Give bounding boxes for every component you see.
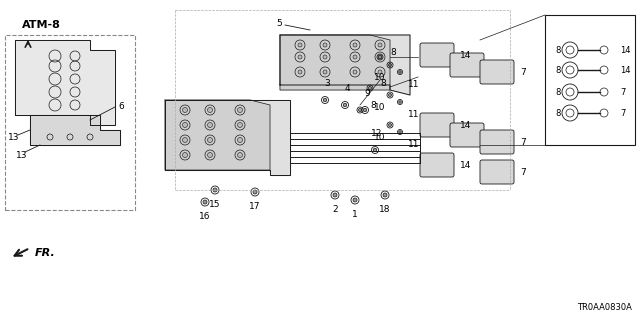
Circle shape bbox=[378, 55, 382, 59]
Text: 8: 8 bbox=[380, 78, 386, 87]
FancyBboxPatch shape bbox=[420, 153, 454, 177]
Circle shape bbox=[353, 43, 357, 47]
Text: 14: 14 bbox=[460, 121, 472, 130]
Text: 10: 10 bbox=[374, 103, 386, 112]
Text: 15: 15 bbox=[209, 200, 221, 209]
Circle shape bbox=[298, 70, 302, 74]
Circle shape bbox=[353, 55, 357, 59]
Circle shape bbox=[399, 131, 401, 133]
Polygon shape bbox=[15, 40, 115, 125]
Text: 7: 7 bbox=[520, 167, 525, 177]
Text: 8: 8 bbox=[370, 100, 376, 109]
Circle shape bbox=[237, 138, 243, 142]
Text: 16: 16 bbox=[199, 212, 211, 221]
Circle shape bbox=[388, 93, 392, 97]
Polygon shape bbox=[165, 100, 270, 170]
FancyBboxPatch shape bbox=[450, 123, 484, 147]
Circle shape bbox=[207, 138, 212, 142]
Circle shape bbox=[298, 55, 302, 59]
Text: 13: 13 bbox=[16, 150, 28, 159]
Circle shape bbox=[182, 108, 188, 113]
Circle shape bbox=[378, 43, 382, 47]
Text: 6: 6 bbox=[118, 101, 124, 110]
Circle shape bbox=[213, 188, 217, 192]
Text: 14: 14 bbox=[620, 45, 630, 54]
Text: 8: 8 bbox=[556, 108, 561, 117]
FancyBboxPatch shape bbox=[450, 53, 484, 77]
Circle shape bbox=[388, 124, 392, 126]
Circle shape bbox=[182, 153, 188, 157]
FancyBboxPatch shape bbox=[480, 60, 514, 84]
Circle shape bbox=[237, 123, 243, 127]
Text: TR0AA0830A: TR0AA0830A bbox=[577, 303, 632, 312]
Text: 4: 4 bbox=[344, 84, 350, 93]
Text: 10: 10 bbox=[374, 73, 386, 82]
Text: 1: 1 bbox=[352, 210, 358, 219]
Circle shape bbox=[182, 123, 188, 127]
Text: 12: 12 bbox=[371, 129, 383, 138]
Circle shape bbox=[298, 43, 302, 47]
Circle shape bbox=[358, 108, 362, 111]
FancyBboxPatch shape bbox=[420, 113, 454, 137]
Bar bbox=[5, 35, 135, 210]
FancyBboxPatch shape bbox=[480, 130, 514, 154]
Text: 11: 11 bbox=[408, 80, 419, 89]
Text: 2: 2 bbox=[332, 205, 338, 214]
Circle shape bbox=[364, 108, 367, 112]
Circle shape bbox=[378, 70, 382, 74]
Text: 8: 8 bbox=[390, 47, 396, 57]
Circle shape bbox=[207, 108, 212, 113]
Circle shape bbox=[399, 101, 401, 103]
Polygon shape bbox=[30, 115, 120, 145]
Polygon shape bbox=[280, 35, 390, 90]
Circle shape bbox=[182, 138, 188, 142]
Text: 10: 10 bbox=[374, 133, 386, 142]
Circle shape bbox=[343, 103, 347, 107]
Text: 18: 18 bbox=[380, 205, 391, 214]
Text: 9: 9 bbox=[364, 89, 370, 98]
Circle shape bbox=[237, 153, 243, 157]
Text: 17: 17 bbox=[249, 202, 260, 211]
Text: 7: 7 bbox=[620, 87, 625, 97]
Text: 3: 3 bbox=[324, 79, 330, 88]
Text: 7: 7 bbox=[620, 108, 625, 117]
Text: 5: 5 bbox=[276, 19, 282, 28]
Text: 11: 11 bbox=[408, 110, 419, 119]
Circle shape bbox=[207, 153, 212, 157]
Circle shape bbox=[207, 123, 212, 127]
FancyBboxPatch shape bbox=[480, 160, 514, 184]
Circle shape bbox=[237, 108, 243, 113]
Circle shape bbox=[323, 70, 327, 74]
Text: 14: 14 bbox=[460, 161, 472, 170]
Circle shape bbox=[388, 63, 392, 67]
Circle shape bbox=[253, 190, 257, 194]
Circle shape bbox=[333, 193, 337, 197]
Circle shape bbox=[323, 55, 327, 59]
Polygon shape bbox=[165, 100, 290, 175]
Bar bbox=[545, 15, 635, 145]
Text: 11: 11 bbox=[408, 140, 419, 149]
Polygon shape bbox=[280, 35, 410, 95]
Text: 14: 14 bbox=[620, 66, 630, 75]
Circle shape bbox=[369, 86, 371, 90]
Circle shape bbox=[353, 70, 357, 74]
Circle shape bbox=[203, 200, 207, 204]
Circle shape bbox=[378, 55, 381, 59]
Circle shape bbox=[383, 193, 387, 197]
Circle shape bbox=[323, 43, 327, 47]
Text: FR.: FR. bbox=[35, 248, 56, 258]
Text: 14: 14 bbox=[460, 51, 472, 60]
Circle shape bbox=[373, 148, 377, 152]
Circle shape bbox=[399, 71, 401, 73]
Circle shape bbox=[323, 98, 327, 102]
Circle shape bbox=[353, 198, 357, 202]
Text: 8: 8 bbox=[556, 66, 561, 75]
Text: 8: 8 bbox=[556, 87, 561, 97]
Text: 8: 8 bbox=[556, 45, 561, 54]
Text: 7: 7 bbox=[520, 138, 525, 147]
Text: 7: 7 bbox=[520, 68, 525, 76]
Text: ATM-8: ATM-8 bbox=[22, 20, 61, 30]
FancyBboxPatch shape bbox=[420, 43, 454, 67]
Text: 13: 13 bbox=[8, 132, 20, 141]
